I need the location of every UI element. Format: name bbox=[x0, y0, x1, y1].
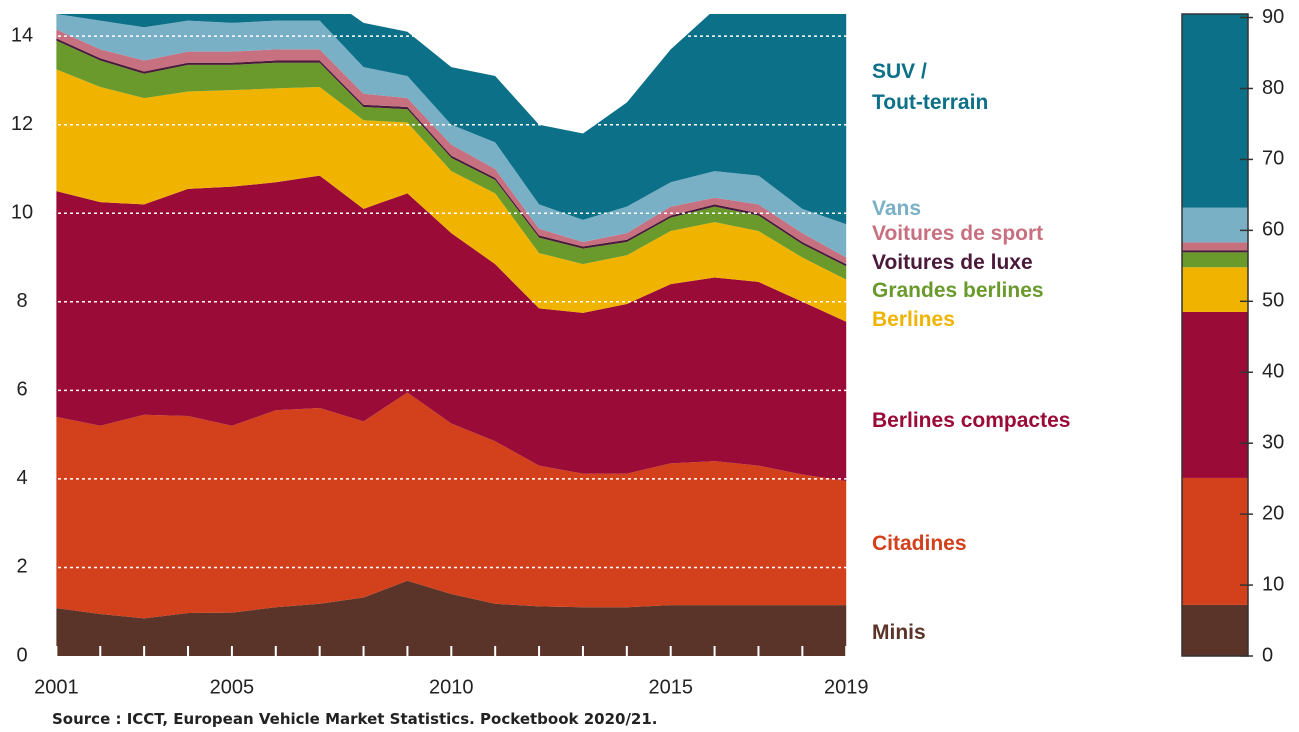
legend-label: Grandes berlines bbox=[872, 279, 1044, 302]
area bbox=[56, 40, 847, 280]
y-tick-label: 2 bbox=[16, 556, 27, 578]
y-tick-label: 90 bbox=[1262, 6, 1284, 28]
bar-segment bbox=[1182, 252, 1248, 268]
y-tick-label: 0 bbox=[1262, 644, 1273, 666]
legend-label: Berlines compactes bbox=[872, 409, 1071, 432]
x-tick-label: 2001 bbox=[34, 676, 79, 698]
legend-label: Berlines bbox=[872, 308, 955, 331]
legend-label: SUV / Tout-terrain bbox=[872, 60, 989, 114]
y-tick-label: 80 bbox=[1262, 77, 1284, 99]
y-tick-label: 40 bbox=[1262, 361, 1284, 383]
legend-label: Voitures de sport bbox=[872, 222, 1044, 245]
y-tick-label: 8 bbox=[16, 290, 27, 312]
x-tick-label: 2005 bbox=[210, 676, 255, 698]
x-tick-label: 2019 bbox=[824, 676, 869, 698]
y-tick-label: 20 bbox=[1262, 502, 1284, 524]
x-tick-label: 2015 bbox=[648, 676, 693, 698]
area bbox=[56, 29, 847, 265]
bar-segment bbox=[1182, 604, 1248, 656]
y-tick-label: 6 bbox=[16, 379, 27, 401]
bar-segment bbox=[1182, 14, 1248, 208]
area bbox=[56, 14, 847, 258]
bar-segment bbox=[1182, 311, 1248, 478]
area bbox=[56, 580, 847, 656]
y-tick-label: 10 bbox=[1262, 573, 1284, 595]
source-note: Source : ICCT, European Vehicle Market S… bbox=[52, 710, 658, 728]
bar-segment bbox=[1182, 250, 1248, 253]
bar-segment bbox=[1182, 267, 1248, 312]
y-tick-label: 70 bbox=[1262, 148, 1284, 170]
legend-label: Citadines bbox=[872, 532, 967, 555]
legend-label: Minis bbox=[872, 621, 926, 644]
y-tick-label: 0 bbox=[16, 644, 27, 666]
y-tick-label: 50 bbox=[1262, 290, 1284, 312]
y-tick-label: 30 bbox=[1262, 431, 1284, 453]
area bbox=[56, 392, 847, 619]
legend-label: Voitures de luxe bbox=[872, 251, 1033, 274]
y-tick-label: 14 bbox=[11, 24, 33, 46]
bar-segment bbox=[1182, 207, 1248, 243]
y-tick-label: 4 bbox=[16, 467, 27, 489]
bar-border bbox=[1181, 13, 1249, 657]
legend-label: Vans bbox=[872, 197, 922, 220]
bar-segment bbox=[1182, 242, 1248, 251]
y-tick-label: 60 bbox=[1262, 219, 1284, 241]
area bbox=[56, 69, 847, 322]
area bbox=[56, 175, 847, 482]
area bbox=[56, 14, 847, 225]
y-tick-label: 10 bbox=[11, 202, 33, 224]
bar-segment bbox=[1182, 477, 1248, 605]
x-tick-label: 2010 bbox=[429, 676, 474, 698]
y-tick-label: 12 bbox=[11, 113, 33, 135]
